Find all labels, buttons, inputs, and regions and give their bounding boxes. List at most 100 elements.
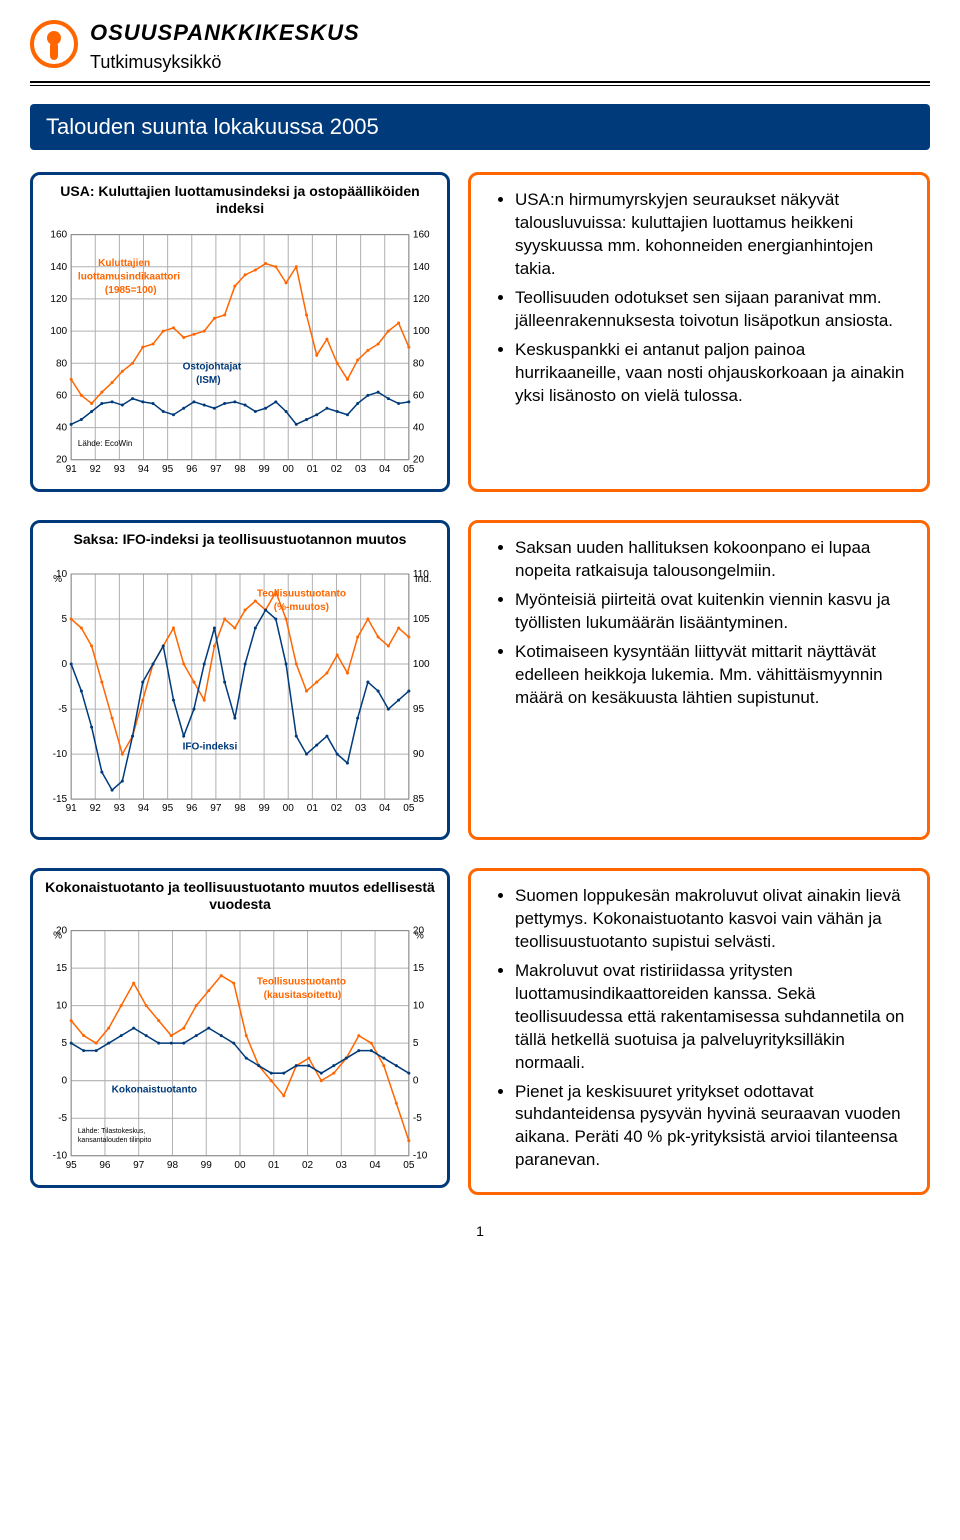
row-1: USA: Kuluttajien luottamusindeksi ja ost… <box>30 172 930 492</box>
bullet-item: Pienet ja keskisuuret yritykset odottava… <box>515 1081 909 1173</box>
svg-text:0: 0 <box>62 1075 68 1086</box>
svg-text:05: 05 <box>403 803 415 814</box>
chart-body: 2040608010012014016020406080100120140160… <box>39 221 441 487</box>
svg-text:%: % <box>53 930 62 941</box>
svg-text:97: 97 <box>210 463 222 474</box>
svg-text:105: 105 <box>413 614 430 625</box>
svg-text:120: 120 <box>413 294 430 305</box>
svg-text:Lähde: EcoWin: Lähde: EcoWin <box>78 439 132 448</box>
svg-text:0: 0 <box>413 1075 419 1086</box>
svg-text:95: 95 <box>66 1159 78 1170</box>
svg-text:15: 15 <box>56 963 68 974</box>
chart-title: USA: Kuluttajien luottamusindeksi ja ost… <box>43 183 437 217</box>
svg-text:80: 80 <box>56 358 68 369</box>
svg-text:91: 91 <box>66 803 78 814</box>
chart-body: -15-10-50510859095100105110%Ind.91929394… <box>39 552 441 835</box>
logo-icon <box>30 20 78 68</box>
svg-text:100: 100 <box>413 659 430 670</box>
svg-text:95: 95 <box>162 463 174 474</box>
svg-text:Ind.: Ind. <box>415 574 432 585</box>
svg-text:93: 93 <box>114 803 126 814</box>
page-number: 1 <box>30 1223 930 1239</box>
bullet-item: USA:n hirmumyrskyjen seuraukset näkyvät … <box>515 189 909 281</box>
chart-title: Saksa: IFO-indeksi ja teollisuustuotanno… <box>43 531 437 548</box>
svg-text:(1985=100): (1985=100) <box>105 285 157 296</box>
svg-text:luottamusindikaattori: luottamusindikaattori <box>78 271 180 282</box>
svg-text:Teollisuustuotanto: Teollisuustuotanto <box>257 976 346 987</box>
org-subtitle: Tutkimusyksikkö <box>90 52 360 73</box>
svg-text:97: 97 <box>210 803 222 814</box>
svg-text:95: 95 <box>413 704 425 715</box>
svg-text:-10: -10 <box>53 749 68 760</box>
bullets-usa: USA:n hirmumyrskyjen seuraukset näkyvät … <box>468 172 930 492</box>
svg-text:-5: -5 <box>58 704 67 715</box>
svg-text:160: 160 <box>413 229 430 240</box>
svg-text:(%-muutos): (%-muutos) <box>274 602 329 613</box>
svg-text:99: 99 <box>259 803 271 814</box>
svg-text:140: 140 <box>413 261 430 272</box>
svg-text:kansantalouden tilinpito: kansantalouden tilinpito <box>78 1137 151 1144</box>
svg-text:05: 05 <box>403 1159 415 1170</box>
bullets-germany: Saksan uuden hallituksen kokoonpano ei l… <box>468 520 930 840</box>
svg-text:160: 160 <box>50 229 67 240</box>
bullet-item: Teollisuuden odotukset sen sijaan parani… <box>515 287 909 333</box>
svg-text:15: 15 <box>413 963 425 974</box>
svg-text:0: 0 <box>62 659 68 670</box>
svg-text:120: 120 <box>50 294 67 305</box>
svg-text:80: 80 <box>413 358 425 369</box>
svg-text:100: 100 <box>413 326 430 337</box>
chart-finland: Kokonaistuotanto ja teollisuustuotanto m… <box>30 868 450 1188</box>
svg-text:5: 5 <box>413 1038 419 1049</box>
svg-text:02: 02 <box>331 463 343 474</box>
bullet-item: Makroluvut ovat ristiriidassa yritysten … <box>515 960 909 1075</box>
svg-text:93: 93 <box>114 463 126 474</box>
svg-text:-5: -5 <box>58 1113 67 1124</box>
svg-text:01: 01 <box>268 1159 280 1170</box>
svg-text:-5: -5 <box>413 1113 422 1124</box>
svg-text:00: 00 <box>234 1159 246 1170</box>
svg-text:10: 10 <box>56 1000 68 1011</box>
chart-body: -10-505101520-10-505101520%%959697989900… <box>39 917 441 1183</box>
svg-text:04: 04 <box>379 463 391 474</box>
svg-text:95: 95 <box>162 803 174 814</box>
svg-text:97: 97 <box>133 1159 145 1170</box>
svg-text:91: 91 <box>66 463 78 474</box>
svg-text:92: 92 <box>90 803 102 814</box>
svg-text:00: 00 <box>283 463 295 474</box>
svg-text:99: 99 <box>201 1159 213 1170</box>
svg-text:03: 03 <box>355 463 367 474</box>
bullet-item: Suomen loppukesän makroluvut olivat aina… <box>515 885 909 954</box>
svg-text:04: 04 <box>379 803 391 814</box>
row-3: Kokonaistuotanto ja teollisuustuotanto m… <box>30 868 930 1195</box>
svg-text:98: 98 <box>234 803 246 814</box>
svg-text:5: 5 <box>62 614 68 625</box>
svg-text:04: 04 <box>369 1159 381 1170</box>
svg-text:00: 00 <box>283 803 295 814</box>
svg-text:98: 98 <box>167 1159 179 1170</box>
divider <box>30 85 930 86</box>
svg-text:(ISM): (ISM) <box>196 375 221 386</box>
svg-text:(kausitasoitettu): (kausitasoitettu) <box>264 990 342 1001</box>
svg-text:60: 60 <box>56 390 68 401</box>
chart-germany: Saksa: IFO-indeksi ja teollisuustuotanno… <box>30 520 450 840</box>
divider <box>30 81 930 83</box>
bullets-finland: Suomen loppukesän makroluvut olivat aina… <box>468 868 930 1195</box>
svg-text:Lähde: Tilastokeskus,: Lähde: Tilastokeskus, <box>78 1128 146 1135</box>
svg-text:140: 140 <box>50 261 67 272</box>
svg-text:03: 03 <box>355 803 367 814</box>
svg-text:100: 100 <box>50 326 67 337</box>
chart-usa: USA: Kuluttajien luottamusindeksi ja ost… <box>30 172 450 492</box>
svg-text:40: 40 <box>413 422 425 433</box>
page-title: Talouden suunta lokakuussa 2005 <box>30 104 930 150</box>
svg-text:5: 5 <box>62 1038 68 1049</box>
svg-text:02: 02 <box>302 1159 314 1170</box>
svg-text:%: % <box>53 574 62 585</box>
chart-title: Kokonaistuotanto ja teollisuustuotanto m… <box>43 879 437 913</box>
svg-text:96: 96 <box>186 803 198 814</box>
bullet-item: Kotimaiseen kysyntään liittyvät mittarit… <box>515 641 909 710</box>
org-name: OSUUSPANKKIKESKUS <box>90 20 360 46</box>
bullet-item: Myönteisiä piirteitä ovat kuitenkin vien… <box>515 589 909 635</box>
bullet-item: Keskuspankki ei antanut paljon painoa hu… <box>515 339 909 408</box>
svg-text:60: 60 <box>413 390 425 401</box>
svg-text:20: 20 <box>413 454 425 465</box>
